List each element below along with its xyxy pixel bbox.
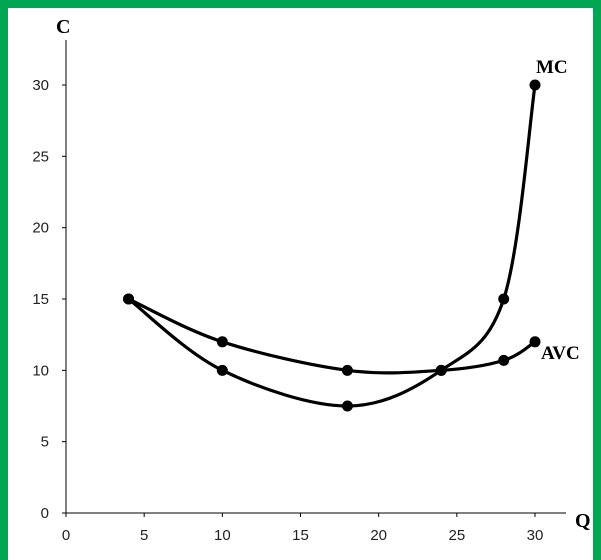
data-point-avc — [123, 293, 135, 305]
y-tick-label: 0 — [41, 505, 49, 522]
y-axis-ticks: 0 5 10 15 20 25 30 — [32, 77, 66, 522]
y-tick-label: 25 — [32, 148, 49, 165]
curves — [126, 83, 537, 408]
data-points — [123, 79, 541, 412]
data-point-mc — [216, 364, 228, 376]
data-point-mc — [498, 293, 510, 305]
y-tick-label: 15 — [32, 291, 49, 308]
data-point-mc — [529, 79, 541, 91]
x-tick-label: 0 — [62, 527, 70, 544]
data-point-mc — [341, 400, 353, 412]
x-tick-label: 5 — [140, 527, 148, 544]
axes — [65, 40, 566, 514]
data-point-avc — [435, 364, 447, 376]
x-tick-label: 10 — [214, 527, 231, 544]
data-point-avc — [216, 336, 228, 348]
x-tick-label: 15 — [292, 527, 309, 544]
x-tick-label: 30 — [527, 527, 544, 544]
data-point-avc — [529, 336, 541, 348]
y-axis-label: C — [56, 16, 70, 38]
y-tick-label: 20 — [32, 220, 49, 237]
series-line-mc — [126, 83, 537, 408]
x-axis-ticks: 0 5 10 15 20 25 30 — [62, 513, 544, 544]
series-label-mc: MC — [536, 57, 568, 78]
series-label-avc: AVC — [541, 343, 580, 364]
x-axis-label: Q — [575, 510, 591, 532]
x-tick-label: 20 — [370, 527, 387, 544]
y-tick-label: 10 — [32, 362, 49, 379]
y-tick-label: 5 — [41, 434, 49, 451]
x-tick-label: 25 — [448, 527, 465, 544]
series-line-avc — [126, 297, 537, 375]
data-point-avc — [498, 354, 510, 366]
y-tick-label: 30 — [32, 77, 49, 94]
data-point-avc — [341, 364, 353, 376]
